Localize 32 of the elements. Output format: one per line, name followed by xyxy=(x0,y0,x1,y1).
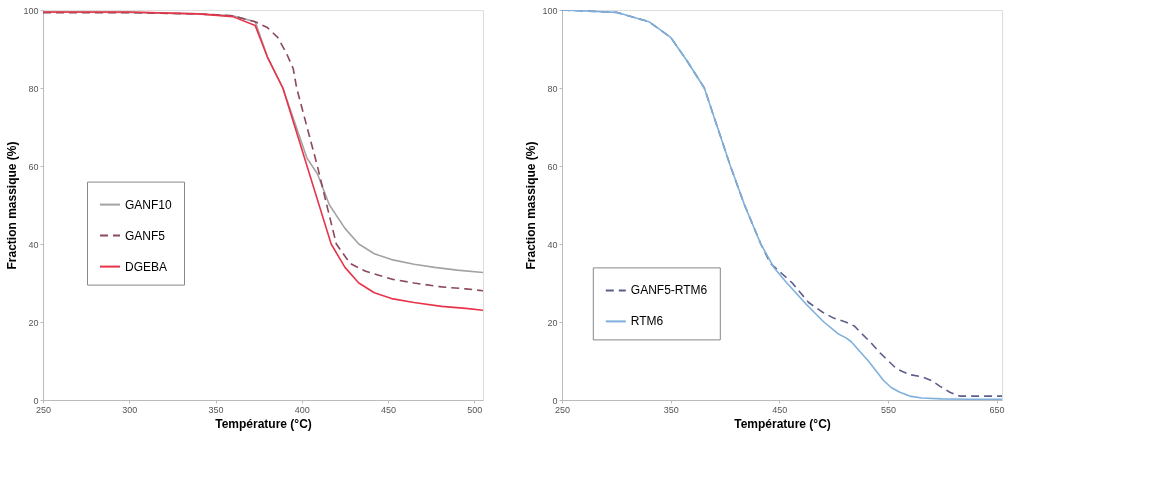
y-tick-label: 60 xyxy=(547,161,558,172)
y-tick-label: 20 xyxy=(28,317,39,328)
y-tick-label: 0 xyxy=(552,395,558,406)
x-tick-label: 400 xyxy=(294,404,310,415)
y-tick-label: 0 xyxy=(33,395,39,406)
y-tick-label: 40 xyxy=(547,239,558,250)
y-tick-label: 80 xyxy=(28,83,39,94)
x-tick-label: 250 xyxy=(554,404,571,415)
y-tick-label: 100 xyxy=(23,5,39,16)
legend-label: RTM6 xyxy=(630,314,664,329)
legend-label: GANF5 xyxy=(125,228,166,243)
y-tick-label: 80 xyxy=(547,83,558,94)
y-axis-title: Fraction massique (%) xyxy=(524,141,539,270)
y-tick-label: 100 xyxy=(542,5,558,16)
y-axis-title: Fraction massique (%) xyxy=(5,141,20,270)
y-tick-label: 40 xyxy=(28,239,39,250)
x-axis-title: Température (°C) xyxy=(215,416,312,431)
x-tick-label: 450 xyxy=(381,404,397,415)
y-tick-label: 20 xyxy=(547,317,558,328)
y-tick-label: 60 xyxy=(28,161,39,172)
x-tick-label: 300 xyxy=(122,404,138,415)
x-axis-title: Température (°C) xyxy=(734,416,831,431)
x-tick-label: 250 xyxy=(35,404,52,415)
x-tick-label: 350 xyxy=(208,404,224,415)
legend-label: GANF10 xyxy=(125,197,173,212)
x-tick-label: 650 xyxy=(989,404,1005,415)
x-tick-label: 450 xyxy=(772,404,788,415)
legend-label: DGEBA xyxy=(125,259,168,274)
legend-label: GANF5-RTM6 xyxy=(630,283,708,298)
x-tick-label: 550 xyxy=(880,404,896,415)
x-tick-label: 350 xyxy=(663,404,679,415)
x-tick-label: 500 xyxy=(467,404,483,415)
